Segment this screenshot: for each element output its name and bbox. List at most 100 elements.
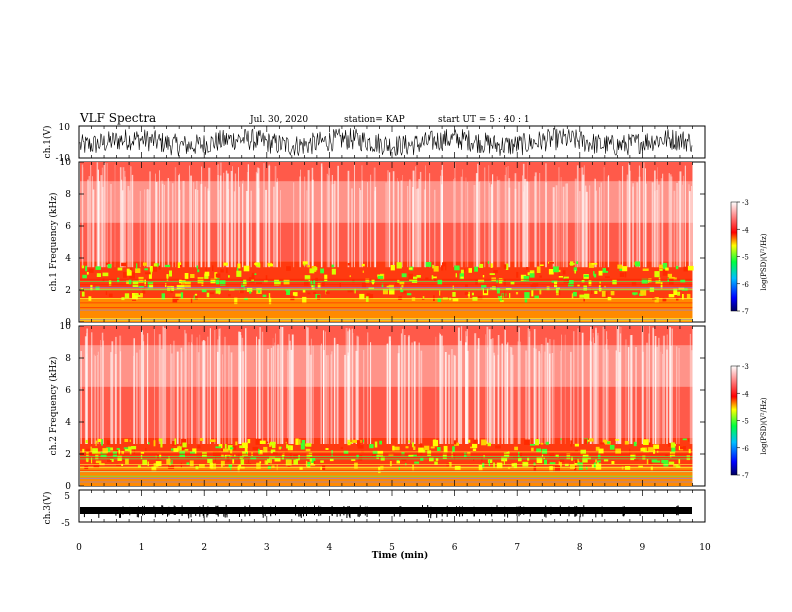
spectrogram-streak [540, 344, 543, 444]
spectrogram-cell [324, 274, 328, 282]
spectrogram-streak [164, 184, 165, 268]
spectrogram-cell [215, 288, 221, 294]
spectrogram-cell [488, 460, 490, 467]
spectrogram-streak [86, 333, 88, 444]
spectrogram-streak [239, 332, 242, 444]
spectrogram-streak [562, 186, 565, 268]
spectrogram-cell [361, 263, 365, 267]
spectrogram-streak [180, 347, 183, 444]
spectrogram-cell [460, 276, 464, 279]
ch3-trace-spike [623, 506, 625, 516]
spectrogram-cell [660, 282, 663, 289]
spectrogram-cell [437, 279, 443, 285]
spectrogram-streak [560, 177, 562, 268]
spectrogram-cell [502, 293, 504, 300]
spectrogram-cell [427, 450, 432, 456]
spectrogram-cell [281, 454, 284, 460]
spectrogram-cell [523, 463, 528, 465]
spectrogram-cell [654, 271, 660, 278]
ch3-trace-spike [98, 507, 100, 518]
spectrogram-streak [565, 183, 567, 268]
spectrogram-cell [536, 457, 543, 464]
spectrogram-streak [636, 182, 639, 268]
spectrogram-cell [339, 283, 341, 288]
ch3-trace-spike [202, 505, 204, 516]
ch3-trace-spike [639, 507, 641, 516]
spectrogram-cell [202, 452, 207, 458]
spectrogram-cell [411, 454, 418, 456]
spectrogram-cell [158, 438, 163, 442]
spectrogram-cell [634, 261, 640, 267]
spectrogram-streak [418, 342, 420, 444]
spectrogram-cell [558, 461, 562, 467]
spectrogram-streak [440, 169, 443, 268]
ch3-trace-spike [142, 506, 144, 516]
spectrogram-streak [91, 347, 93, 444]
spectrogram-streak [306, 326, 308, 444]
spectrogram-cell [107, 459, 112, 462]
spectrogram-cell [362, 439, 364, 443]
spectrogram-cell [677, 291, 681, 296]
spectrogram-streak [360, 190, 362, 268]
ch3-trace-spike [427, 505, 429, 515]
spectrogram-streak [331, 351, 333, 444]
spectrogram-streak [232, 166, 233, 268]
spectrogram-cell [251, 272, 255, 278]
spectrogram-streak [454, 355, 456, 444]
spectrogram-cell [81, 291, 85, 297]
spectrogram-streak [326, 355, 327, 444]
ch3-trace-spike [115, 507, 117, 516]
spectrogram-cell [138, 276, 144, 283]
spectrogram-cell [553, 266, 559, 273]
spectrogram-streak [603, 349, 605, 444]
spectrogram-streak [689, 191, 691, 268]
spectrogram-cell [600, 442, 605, 445]
spectrogram-cell [597, 460, 601, 463]
ch3-trace-spike [400, 506, 402, 515]
spectrogram-streak [141, 330, 143, 444]
spectrogram-cell [414, 461, 420, 464]
spectrogram-cell [206, 292, 210, 298]
y-tick-label: 0 [65, 318, 71, 328]
spectrogram-cell [411, 297, 416, 301]
ch3-trace-spike [143, 505, 145, 515]
spectrogram-cell [173, 262, 175, 267]
spectrogram-cell [515, 292, 519, 295]
ch3-trace-spike [364, 506, 366, 516]
spectrogram-cell [539, 289, 542, 295]
ch3-trace-spike [574, 506, 576, 517]
spectrogram-cell [302, 289, 306, 293]
spectrogram-cell [394, 446, 400, 451]
spectrogram-cell [85, 439, 88, 444]
spectrogram-streak [440, 175, 441, 268]
y-tick-label: 2 [65, 450, 71, 460]
ch3-trace-spike [270, 506, 272, 517]
spectrogram-cell [292, 292, 298, 297]
ch3-trace-spike [195, 507, 197, 516]
spectrogram-cell [559, 458, 565, 463]
spectrogram-cell [680, 279, 686, 283]
spectrogram-cell [228, 275, 230, 278]
spectrogram-streak [419, 171, 422, 268]
spectrogram-cell [446, 463, 450, 467]
spectrogram-streak [114, 354, 117, 444]
spectrogram-streak [171, 183, 174, 268]
spectrogram-streak [658, 337, 660, 444]
spectrogram-streak [496, 176, 498, 268]
spectrogram-streak [420, 350, 423, 444]
spectrogram-cell [432, 264, 434, 269]
spectrogram-cell [182, 442, 187, 448]
spectrogram-cell [377, 276, 384, 280]
spectrogram-streak [293, 182, 295, 268]
spectrogram-cell [236, 270, 242, 277]
spectrogram-cell [477, 295, 483, 300]
spectrogram-streak [689, 333, 692, 444]
ch3-trace-spike [545, 505, 547, 515]
spectrogram-cell [320, 466, 324, 471]
spectrogram-cell [95, 440, 97, 446]
spectrogram-cell [405, 446, 409, 449]
spectrogram-cell [451, 452, 453, 458]
spectrogram-cell [545, 441, 549, 445]
spectrogram-cell [408, 440, 411, 443]
